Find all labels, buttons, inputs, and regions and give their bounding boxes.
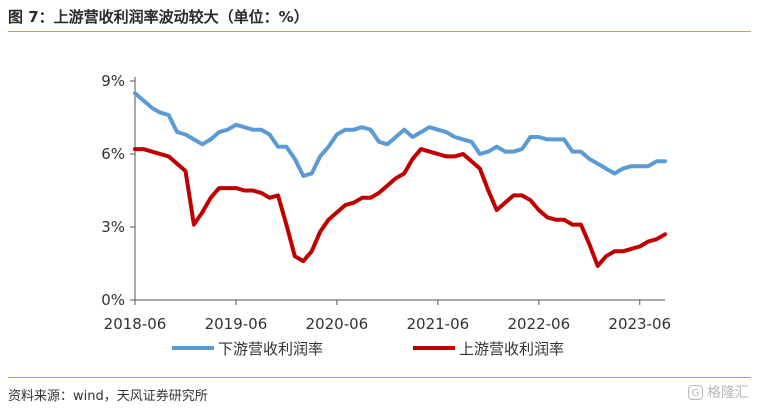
legend-label-2: 上游营收利润率 xyxy=(459,340,564,358)
y-tick-label: 9% xyxy=(101,72,125,90)
legend-label-1: 下游营收利润率 xyxy=(218,340,323,358)
x-tick-label: 2018-06 xyxy=(104,315,167,333)
footer-divider xyxy=(8,377,751,378)
y-tick-label: 3% xyxy=(101,218,125,236)
watermark-text: 格隆汇 xyxy=(707,385,749,401)
title-divider xyxy=(8,31,751,32)
x-tick-label: 2022-06 xyxy=(507,315,570,333)
line-chart: 0% 3% 6% 9% 2018-06 2019-06 2020-06 2021-06 2022… xyxy=(101,72,671,358)
x-tick-label: 2023-06 xyxy=(608,315,671,333)
chart-title: 图 7：上游营收利润率波动较大（单位：%） xyxy=(8,8,309,26)
source-note: 资料来源：wind，天风证券研究所 xyxy=(8,389,208,404)
x-tick-label: 2019-06 xyxy=(205,315,268,333)
x-tick-label: 2020-06 xyxy=(306,315,369,333)
y-tick-label: 0% xyxy=(101,291,125,309)
watermark-logo-icon: G xyxy=(688,384,703,400)
x-tick-label: 2021-06 xyxy=(407,315,470,333)
y-tick-label: 6% xyxy=(101,145,125,163)
watermark: G 格隆汇 xyxy=(688,382,749,402)
series-line-1 xyxy=(133,91,667,178)
series-line-2 xyxy=(133,147,667,268)
